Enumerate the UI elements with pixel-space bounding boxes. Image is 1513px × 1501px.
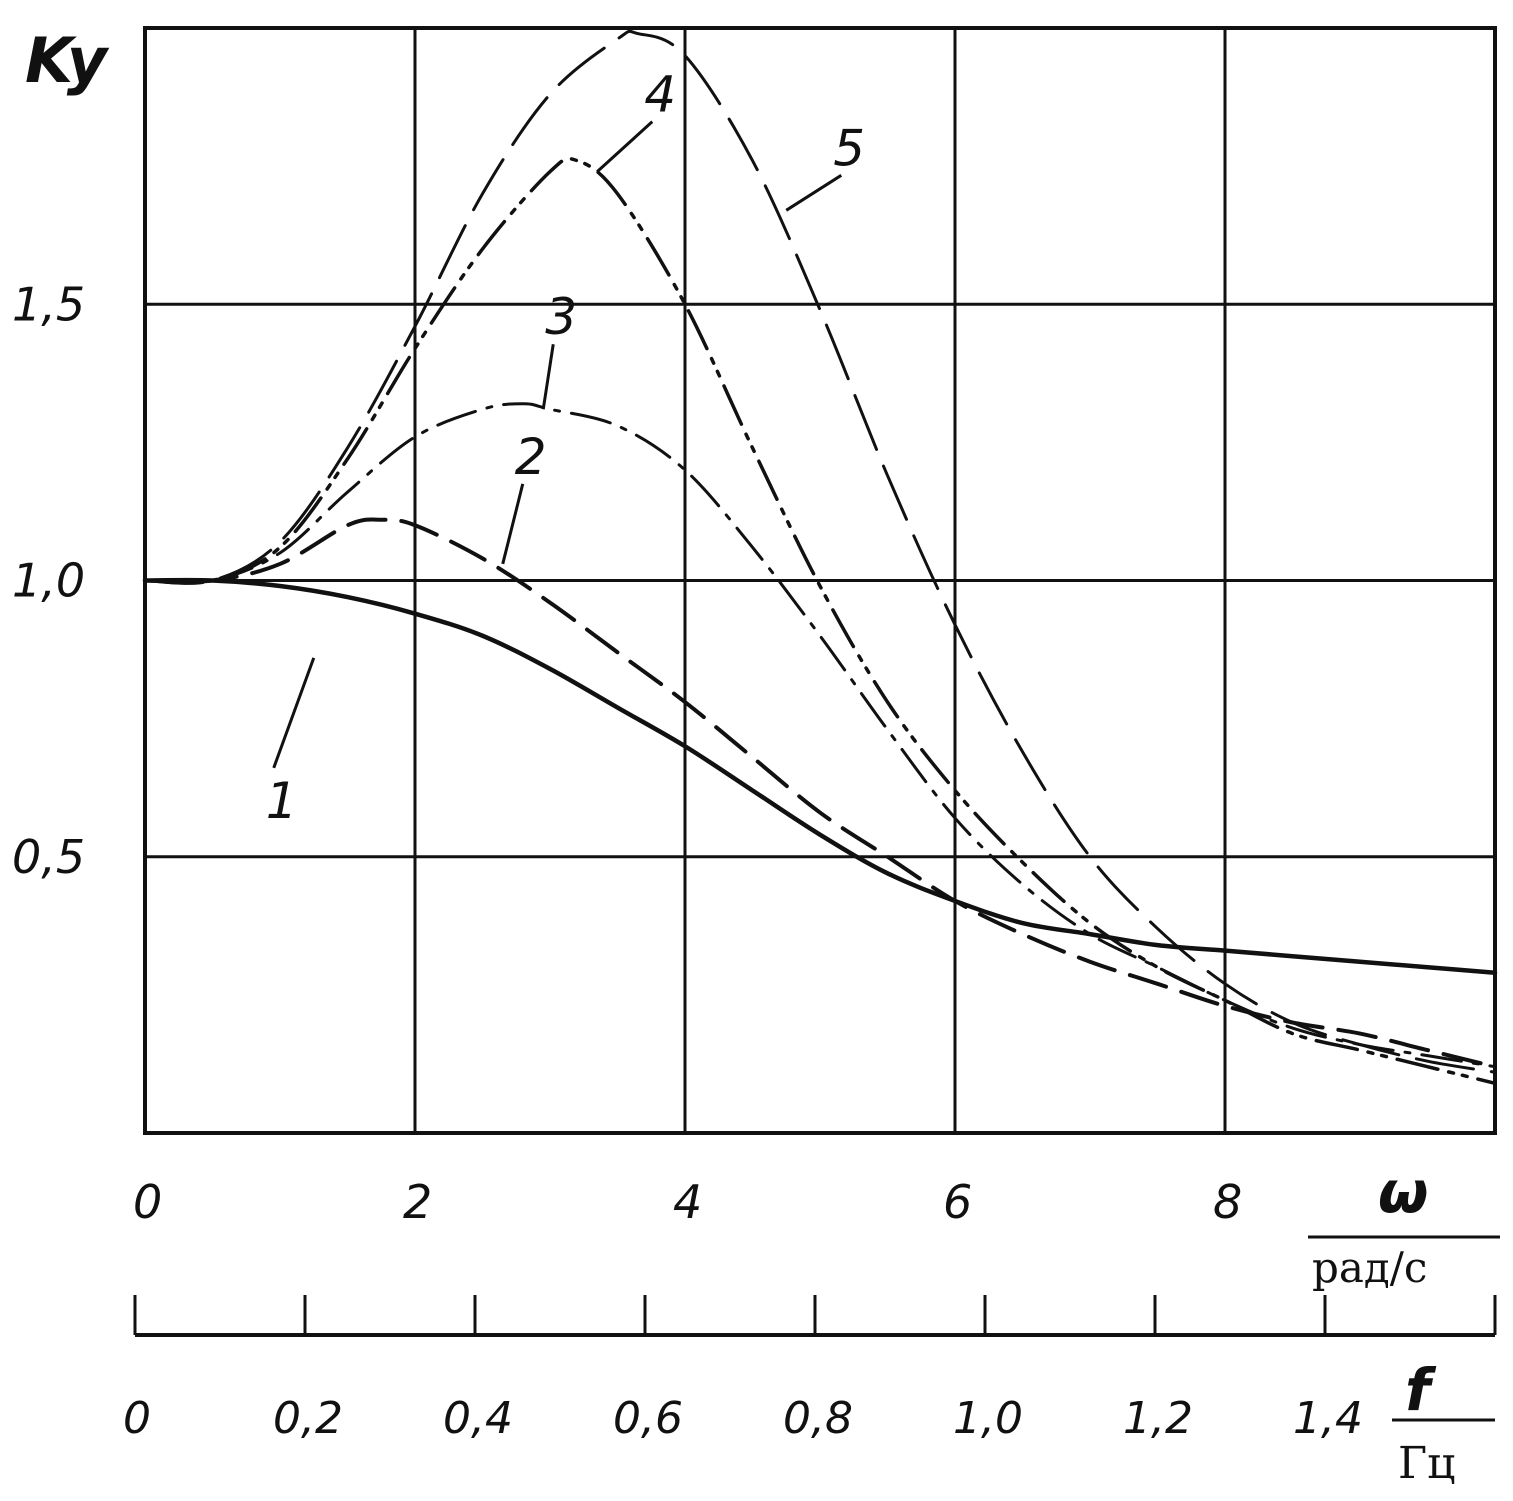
frequency-axis: 0 0,2 0,4 0,6 0,8 1,0 1,2 1,4: [123, 1295, 1497, 1444]
y-axis-label: Ky: [25, 24, 110, 97]
series-label-leader: [272, 657, 316, 769]
frequency-tick-label: 1,2: [1123, 1393, 1193, 1444]
series-line-3: [143, 402, 1497, 1069]
frequency-tick-label: 0,8: [783, 1393, 853, 1444]
grid: [143, 26, 1497, 1135]
frequency-tick-label: 0,2: [273, 1393, 343, 1444]
series-line-1: [142, 577, 1498, 976]
series-label-2: 2: [515, 428, 547, 486]
series-label-leader: [596, 120, 654, 173]
frequency-tick-label: 1,0: [953, 1393, 1023, 1444]
x-axis-unit: рад/с: [1312, 1243, 1427, 1292]
frequency-tick-label: 0: [123, 1393, 151, 1444]
x-tick-label: 8: [1213, 1175, 1242, 1229]
series-label-4: 4: [644, 66, 676, 124]
x-tick-label: 2: [403, 1175, 432, 1229]
x2-axis-unit: Гц: [1398, 1438, 1455, 1489]
series-line-2: [143, 517, 1497, 1069]
series-labels: 1 2 3 4 5: [266, 66, 865, 830]
x-tick-label: 6: [943, 1175, 972, 1229]
x-tick-label: 0: [133, 1175, 162, 1229]
tick-labels: 0 2 4 6 8 0,5 1,0 1,5: [12, 277, 1242, 1229]
x2-axis-label: f: [1405, 1356, 1437, 1424]
series-label-leader: [785, 174, 843, 212]
series-group: [142, 29, 1498, 1086]
x-axis-label: ω: [1378, 1158, 1428, 1226]
x-tick-label: 4: [673, 1175, 702, 1229]
series-label-leader: [541, 343, 555, 410]
series-label-3: 3: [545, 288, 577, 346]
frequency-tick-label: 1,4: [1293, 1393, 1363, 1444]
y-tick-label: 1,0: [12, 554, 85, 608]
series-label-1: 1: [266, 772, 298, 830]
frequency-tick-label: 0,6: [613, 1393, 683, 1444]
series-label-5: 5: [833, 119, 865, 177]
series-label-leader: [501, 483, 525, 565]
y-tick-label: 1,5: [12, 277, 85, 331]
series-line-4: [143, 156, 1497, 1086]
y-tick-label: 0,5: [12, 830, 85, 884]
series-line-5: [143, 29, 1497, 1074]
frequency-tick-label: 0,4: [443, 1393, 513, 1444]
